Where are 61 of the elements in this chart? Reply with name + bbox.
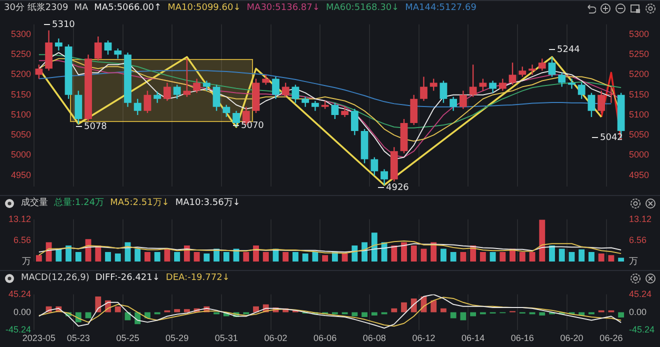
y-tick-label: 5050: [10, 130, 31, 140]
y-tick-label: 5200: [10, 69, 31, 80]
chart-subtitle: 总量:1.24万: [54, 196, 104, 210]
y2-tick-label: 5100: [629, 109, 650, 120]
chart-title: 30分 纸浆2309: [4, 2, 68, 15]
x-tick-label: 05-25: [116, 333, 140, 344]
x-tick-label: 2023-05: [22, 333, 56, 344]
x-tick-label: 05-29: [166, 333, 189, 344]
text: MA10:3.56万↓: [175, 197, 240, 210]
y2-tick-label: 45.24: [629, 288, 652, 299]
x-tick-label: 06-02: [264, 333, 288, 344]
text: MA10:5099.60↓: [168, 2, 241, 15]
text: MA5:2.51万↓: [110, 197, 170, 210]
y2-tick-label: 4950: [629, 170, 650, 180]
x-tick-label: 06-08: [362, 333, 386, 344]
y-tick-label: 5000: [10, 150, 31, 160]
y-tick-label: 5250: [10, 49, 31, 60]
annotation: 4926: [378, 183, 409, 194]
y-tick-label: 5300: [10, 28, 31, 39]
x-tick-label: 06-12: [412, 333, 436, 344]
y2-tick-label: 5050: [629, 130, 650, 140]
text: MA5:5066.00↑: [94, 2, 162, 15]
y2-tick-label: 5000: [629, 150, 650, 160]
y-tick-label: 6.56: [13, 234, 31, 245]
y-tick-label: -45.24: [5, 324, 31, 335]
y2-tick-label: -45.24: [629, 324, 655, 335]
text: DEA:-19.772↓: [166, 272, 230, 285]
x-tick-label: 06-26: [600, 333, 623, 344]
y2-tick-label: 0.00: [629, 306, 647, 317]
chart-title: 成交量: [21, 196, 48, 210]
text: MA30:5136.87↓: [246, 2, 320, 15]
x-tick-label: 06-06: [314, 333, 337, 344]
y-tick-label: 45.24: [8, 288, 31, 299]
x-tick-label: 05-31: [214, 333, 238, 344]
x-tick-label: 05-23: [66, 333, 90, 344]
y-tick-label: 0.00: [13, 306, 31, 317]
y2-tick-label: 5200: [629, 69, 650, 80]
text: DIFF:-26.421↓: [95, 272, 160, 285]
y2-tick-label: 6.56: [629, 234, 647, 245]
legend-title: MA: [74, 2, 88, 15]
y2-tick-label: 万: [629, 256, 638, 266]
y-tick-label: 5100: [10, 109, 31, 120]
text: MA60:5168.30↓: [326, 2, 400, 15]
y2-tick-label: 13.12: [629, 214, 652, 224]
y2-tick-label: 5150: [629, 89, 650, 100]
annotation: 5078: [76, 122, 107, 133]
text: MA144:5127.69: [405, 2, 476, 15]
x-tick-label: 06-16: [510, 333, 534, 344]
y-tick-label: 万: [22, 256, 31, 266]
annotation: 5042: [592, 133, 623, 144]
y-tick-label: 4950: [10, 170, 31, 180]
annotation: 5070: [233, 121, 264, 132]
y-tick-label: 5150: [10, 89, 31, 100]
y2-tick-label: 5250: [629, 49, 650, 60]
x-tick-label: 06-14: [462, 333, 485, 344]
x-tick-label: 06-20: [560, 333, 584, 344]
annotation: 5310: [44, 20, 75, 31]
y2-tick-label: 5300: [629, 28, 650, 39]
chart-title: MACD(12,26,9): [21, 272, 90, 285]
y-tick-label: 13.12: [8, 214, 31, 224]
annotation: 5244: [549, 45, 580, 56]
